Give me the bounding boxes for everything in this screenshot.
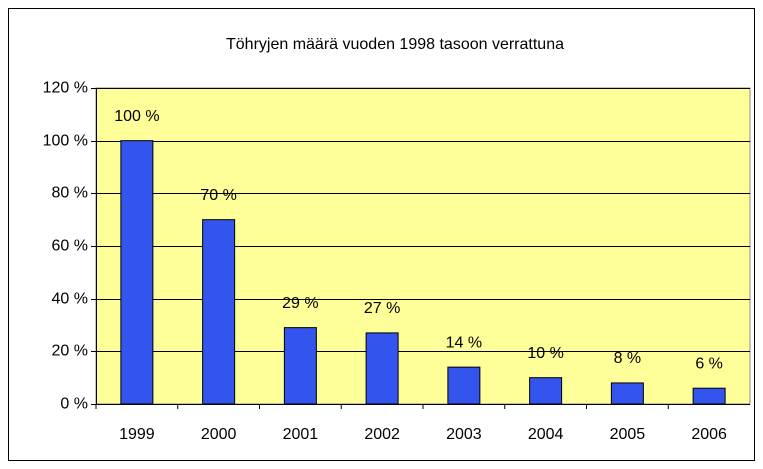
x-tick-label: 2006 <box>691 426 727 443</box>
y-tick-label: 0 % <box>60 396 88 413</box>
chart-title: Töhryjen määrä vuoden 1998 tasoon verrat… <box>226 36 564 53</box>
data-label: 8 % <box>614 350 642 367</box>
x-tick-label: 2002 <box>364 426 400 443</box>
bar <box>692 387 726 405</box>
x-tick-label: 2000 <box>201 426 237 443</box>
x-tick-label: 2004 <box>528 426 564 443</box>
data-label: 70 % <box>200 187 236 204</box>
bar <box>610 382 644 405</box>
bar <box>120 140 154 405</box>
y-tick-label: 20 % <box>52 343 88 360</box>
data-label: 14 % <box>446 334 482 351</box>
x-tick-label: 2003 <box>446 426 482 443</box>
bar <box>365 332 399 405</box>
x-tick-label: 2005 <box>610 426 646 443</box>
bar <box>202 219 236 405</box>
bar <box>529 377 563 405</box>
x-tick-label: 2001 <box>283 426 319 443</box>
y-tick-label: 100 % <box>43 133 88 150</box>
bar <box>283 327 317 405</box>
data-label: 27 % <box>364 300 400 317</box>
data-label: 10 % <box>527 345 563 362</box>
y-tick-label: 60 % <box>52 238 88 255</box>
x-tick-label: 1999 <box>119 426 155 443</box>
y-tick-label: 120 % <box>43 80 88 97</box>
y-tick-label: 40 % <box>52 291 88 308</box>
data-label: 100 % <box>114 108 159 125</box>
bar <box>447 366 481 405</box>
data-label: 29 % <box>282 295 318 312</box>
data-label: 6 % <box>695 355 723 372</box>
y-tick-label: 80 % <box>52 185 88 202</box>
